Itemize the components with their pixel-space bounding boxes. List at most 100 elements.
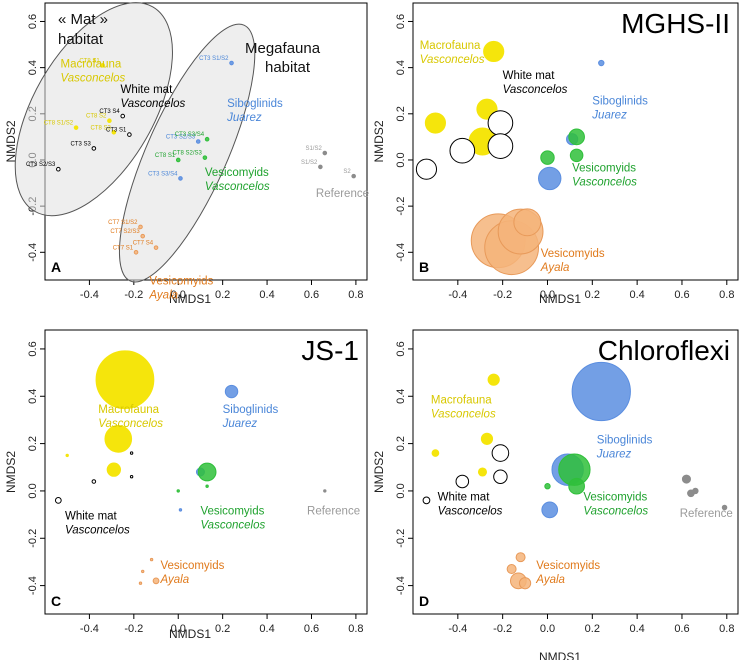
x-tick-label: 0.4 bbox=[629, 623, 644, 635]
x-tick-label: 0.0 bbox=[171, 289, 186, 301]
x-axis-label: NMDS1 bbox=[169, 292, 211, 306]
x-tick-label: 0.0 bbox=[171, 623, 186, 635]
x-tick-label: 0.2 bbox=[215, 289, 230, 301]
group-label-line1: Vesicomyids bbox=[200, 506, 264, 518]
macrofauna-point bbox=[100, 63, 106, 68]
y-tick-label: 0.0 bbox=[395, 483, 407, 498]
group-label-line1: Macrofauna bbox=[431, 394, 492, 406]
panel-letter: A bbox=[51, 259, 61, 275]
group-label-line2: Vasconcelos bbox=[572, 177, 637, 189]
macrofauna-point bbox=[487, 373, 500, 386]
sample-label: CT7 S4 bbox=[133, 241, 154, 247]
reference-point bbox=[323, 489, 327, 493]
group-label-line1: White mat bbox=[503, 70, 556, 82]
plot-frame bbox=[412, 2, 739, 281]
vesicomyids-vasconcelos-point bbox=[540, 150, 555, 165]
group-label-line2: Vasconcelos bbox=[438, 505, 503, 517]
siboglinids-point bbox=[538, 166, 562, 191]
group-label-line2: Ayala bbox=[540, 262, 570, 274]
sample-label: S1/S2 bbox=[301, 160, 318, 166]
siboglinids-point bbox=[541, 501, 559, 519]
y-tick-label: 0.6 bbox=[395, 14, 407, 29]
white-mat-point bbox=[127, 132, 132, 137]
group-label-line1: Reference bbox=[307, 506, 360, 518]
mat-habitat-label-1: « Mat » bbox=[58, 11, 108, 28]
plot-frame bbox=[44, 329, 368, 615]
sample-label: CT8 S1/S2 bbox=[44, 121, 74, 127]
macrofauna-point bbox=[111, 129, 117, 135]
white-mat-point bbox=[91, 479, 97, 484]
group-label-line1: Macrofauna bbox=[98, 404, 159, 416]
sample-label: CT8 S1 bbox=[79, 58, 100, 64]
sample-label: S1/S2 bbox=[305, 146, 322, 152]
siboglinids-point bbox=[224, 384, 239, 399]
y-tick-label: 0.4 bbox=[395, 60, 407, 75]
siboglinids-point bbox=[178, 176, 183, 181]
siboglinids-point bbox=[178, 508, 183, 512]
group-label-line2: Vasconcelos bbox=[61, 73, 126, 85]
x-axis-label: NMDS1 bbox=[539, 292, 581, 306]
group-label-line2: Vasconcelos bbox=[200, 520, 265, 532]
macrofauna-point bbox=[65, 453, 69, 458]
x-tick-label: -0.4 bbox=[448, 289, 467, 301]
vesicomyids-ayala-point bbox=[513, 208, 542, 237]
y-tick-label: 0.4 bbox=[395, 389, 407, 404]
group-label-line1: Siboglinids bbox=[597, 435, 653, 447]
group-label-line1: Reference bbox=[316, 188, 369, 200]
group-label-line1: Reference bbox=[680, 508, 733, 520]
y-axis-label: NMDS2 bbox=[4, 451, 18, 493]
y-axis-label: NMDS2 bbox=[372, 451, 386, 493]
panel-A: -0.4-0.20.00.20.40.60.8-0.4-0.20.00.20.4… bbox=[4, 2, 369, 306]
white-mat-point bbox=[415, 158, 438, 180]
white-mat-point bbox=[129, 475, 134, 479]
reference-point bbox=[721, 504, 728, 511]
vesicomyids-ayala-point bbox=[149, 557, 154, 562]
group-label-line2: Juarez bbox=[591, 110, 627, 122]
reference-point bbox=[692, 487, 699, 495]
group-label-line1: Macrofauna bbox=[61, 59, 122, 71]
x-tick-label: -0.4 bbox=[448, 623, 467, 635]
panel-letter: C bbox=[51, 593, 61, 609]
x-tick-label: 0.8 bbox=[719, 623, 734, 635]
macrofauna-point bbox=[107, 118, 112, 124]
x-tick-label: 0.6 bbox=[304, 289, 319, 301]
vesicomyids-vasconcelos-point bbox=[544, 483, 551, 490]
group-label-line1: Vesicomyids bbox=[541, 248, 605, 260]
x-axis-label: NMDS1 bbox=[539, 650, 581, 660]
vesicomyids-ayala-point bbox=[133, 250, 139, 255]
x-tick-label: -0.2 bbox=[124, 289, 143, 301]
x-tick-label: -0.2 bbox=[493, 623, 512, 635]
group-label-line1: Siboglinids bbox=[223, 404, 279, 416]
x-tick-label: 0.4 bbox=[629, 289, 644, 301]
x-tick-label: 0.2 bbox=[585, 623, 600, 635]
megafauna-habitat-label-2: habitat bbox=[265, 59, 311, 76]
vesicomyids-vasconcelos-point bbox=[176, 489, 180, 493]
y-tick-label: -0.2 bbox=[27, 529, 39, 548]
sample-label: CT8 S1 bbox=[155, 153, 176, 159]
y-tick-label: 0.2 bbox=[27, 436, 39, 451]
y-tick-label: 0.6 bbox=[27, 14, 39, 29]
sample-label: CT3 S1/S2 bbox=[199, 56, 229, 62]
x-tick-label: 0.6 bbox=[674, 623, 689, 635]
macrofauna-point bbox=[431, 449, 440, 457]
vesicomyids-vasconcelos-point bbox=[197, 462, 217, 482]
white-mat-point bbox=[491, 444, 510, 462]
panel-title: Chloroflexi bbox=[598, 335, 730, 366]
reference-point bbox=[322, 150, 328, 156]
x-tick-label: 0.8 bbox=[348, 289, 363, 301]
siboglinids-point bbox=[598, 59, 605, 67]
group-label-line2: Vasconcelos bbox=[431, 408, 496, 420]
group-label-line2: Ayala bbox=[148, 290, 178, 302]
white-mat-point bbox=[129, 451, 134, 455]
white-mat-point bbox=[54, 497, 62, 504]
panel-letter: D bbox=[419, 593, 429, 609]
x-tick-label: 0.8 bbox=[348, 623, 363, 635]
x-tick-label: 0.6 bbox=[304, 623, 319, 635]
sample-label: CT3 S2/S3 bbox=[26, 162, 56, 168]
sample-label: S2 bbox=[343, 169, 351, 175]
panel-D: -0.4 -0.2 0.0 0.2 0.4 0.6 0.8 -0.4 -0.2 0.0 0.2 0.4… bbox=[372, 329, 739, 660]
vesicomyids-vasconcelos-point bbox=[569, 148, 584, 163]
y-tick-label: -0.4 bbox=[395, 243, 407, 262]
vesicomyids-vasconcelos-point bbox=[202, 155, 208, 160]
